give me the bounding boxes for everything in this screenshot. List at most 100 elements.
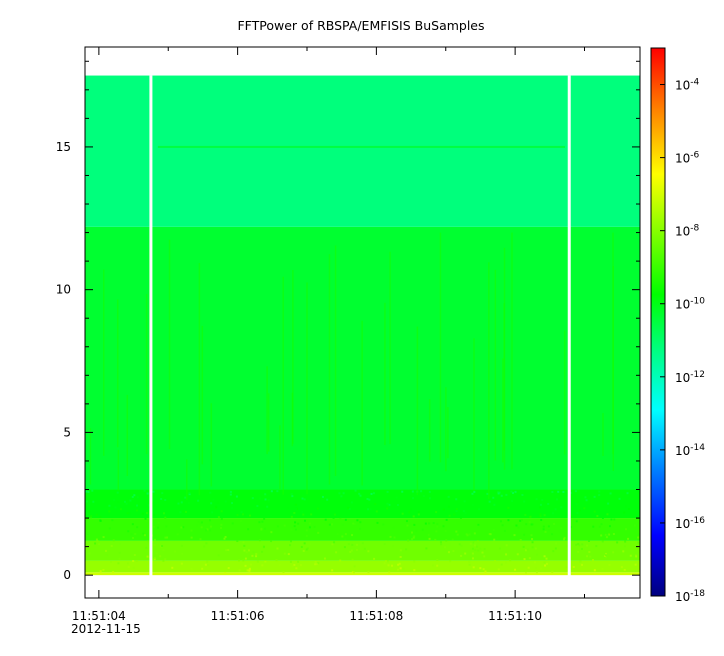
spectrogram-speckle <box>252 551 255 554</box>
spectrogram-speckle <box>295 567 298 570</box>
spectrogram-speckle <box>477 525 480 528</box>
spectrogram-speckle <box>332 516 335 519</box>
spectrogram-speckle <box>276 547 279 550</box>
spectrogram-speckle <box>514 568 517 571</box>
spectrogram-streak <box>416 326 419 496</box>
spectrogram-speckle <box>359 521 362 524</box>
spectrogram-speckle <box>392 544 395 547</box>
spectrogram-speckle <box>323 557 326 560</box>
spectrogram-speckle <box>383 542 386 545</box>
spectrogram-speckle <box>468 563 471 566</box>
spectrogram-speckle <box>350 501 353 504</box>
spectrogram-speckle <box>576 500 579 503</box>
spectrogram-streak <box>198 263 201 496</box>
spectrogram-speckle <box>415 529 418 532</box>
spectrogram-speckle <box>575 503 578 506</box>
colorbar-gradient <box>650 47 666 597</box>
spectrogram-speckle <box>623 568 626 571</box>
spectrogram-speckle <box>341 523 344 526</box>
spectrogram-speckle <box>451 538 454 541</box>
spectrogram-speckle <box>255 555 258 558</box>
spectrogram-speckle <box>117 500 120 503</box>
spectrogram-speckle <box>190 529 193 532</box>
spectrogram-streak <box>488 262 490 500</box>
spectrogram-speckle <box>180 526 183 529</box>
spectrogram-speckle <box>436 525 439 528</box>
plot-area: 11:51:04 11:51:06 11:51:08 11:51:10 0 5 10 15 <box>56 46 641 623</box>
spectrogram-speckle <box>295 507 298 510</box>
spectrogram-speckle <box>343 546 346 549</box>
spectrogram-speckle <box>412 497 415 500</box>
spectrogram-speckle <box>635 555 638 558</box>
spectrogram-speckle <box>455 498 458 501</box>
spectrogram-speckle <box>521 493 524 496</box>
spectrogram-speckle <box>566 545 569 548</box>
spectrogram-speckle <box>483 548 486 551</box>
spectrogram-speckle <box>164 516 167 519</box>
spectrogram-speckle <box>456 563 459 566</box>
spectrogram-speckle <box>474 548 477 551</box>
spectrogram-speckle <box>554 547 557 550</box>
spectrogram-speckle <box>91 489 94 492</box>
spectrogram-speckle <box>401 490 404 493</box>
spectrogram-speckle <box>310 513 313 516</box>
spectrogram-speckle <box>367 508 370 511</box>
spectrogram-speckle <box>413 535 416 538</box>
spectrogram-speckle <box>287 553 290 556</box>
spectrogram-speckle <box>324 518 327 521</box>
spectrogram-speckle <box>563 538 566 541</box>
spectrogram-streak <box>279 425 281 490</box>
spectrogram-speckle <box>275 559 278 562</box>
spectrogram-speckle <box>575 520 578 523</box>
spectrogram-speckle <box>182 510 185 513</box>
colorbar-tick-label: 10-12 <box>675 370 705 385</box>
spectrogram-speckle <box>132 560 135 563</box>
spectrogram-speckle <box>205 542 208 545</box>
spectrogram-streak <box>494 269 497 461</box>
spectrogram-speckle <box>551 570 554 573</box>
spectrogram-speckle <box>535 571 538 574</box>
spectrogram-speckle <box>580 547 583 550</box>
spectrogram-speckle <box>227 549 230 552</box>
spectrogram-speckle <box>270 514 273 517</box>
colorbar-tick-label: 10-14 <box>675 443 705 458</box>
spectrogram-speckle <box>236 513 239 516</box>
spectrogram-speckle <box>278 563 281 566</box>
colorbar-tick-label: 10-6 <box>675 151 700 166</box>
spectrogram-speckle <box>250 563 253 566</box>
spectrogram-speckle <box>339 517 342 520</box>
spectrogram-streak <box>306 282 308 495</box>
spectrogram-streak <box>334 245 337 477</box>
spectrogram-speckle <box>607 502 610 505</box>
spectrogram-speckle <box>243 544 246 547</box>
spectrogram-speckle <box>497 492 500 495</box>
spectrogram-speckle <box>273 551 276 554</box>
spectrogram-speckle <box>397 563 400 566</box>
colorbar-tick-label: 10-16 <box>675 516 705 531</box>
spectrogram-speckle <box>422 495 425 498</box>
spectrogram-speckle <box>473 490 476 493</box>
spectrogram-speckle <box>624 545 627 548</box>
spectrogram-speckle <box>396 568 399 571</box>
spectrogram-speckle <box>294 528 297 531</box>
spectrogram-speckle <box>248 569 251 572</box>
plot-frame <box>84 46 641 599</box>
spectrogram-speckle <box>293 509 296 512</box>
spectrogram-speckle <box>244 564 247 567</box>
colorbar: 10-18 10-16 10-14 10-12 10-10 10-8 10-6 10-4 <box>650 47 705 604</box>
spectrogram-speckle <box>471 492 474 495</box>
spectrogram-speckle <box>383 562 386 565</box>
spectrogram-streak <box>439 232 442 463</box>
spectrogram-speckle <box>242 559 245 562</box>
spectrogram-speckle <box>529 515 532 518</box>
spectrogram-speckle <box>524 513 527 516</box>
spectrogram-speckle <box>442 508 445 511</box>
spectrogram-speckle <box>428 497 431 500</box>
spectrogram-speckle <box>164 499 167 502</box>
spectrogram-speckle <box>176 533 179 536</box>
spectrogram-speckle <box>235 495 238 498</box>
spectrogram-speckle <box>384 560 387 563</box>
spectrogram-speckle <box>494 560 497 563</box>
spectrogram-speckle <box>305 548 308 551</box>
spectrogram-speckle <box>625 528 628 531</box>
